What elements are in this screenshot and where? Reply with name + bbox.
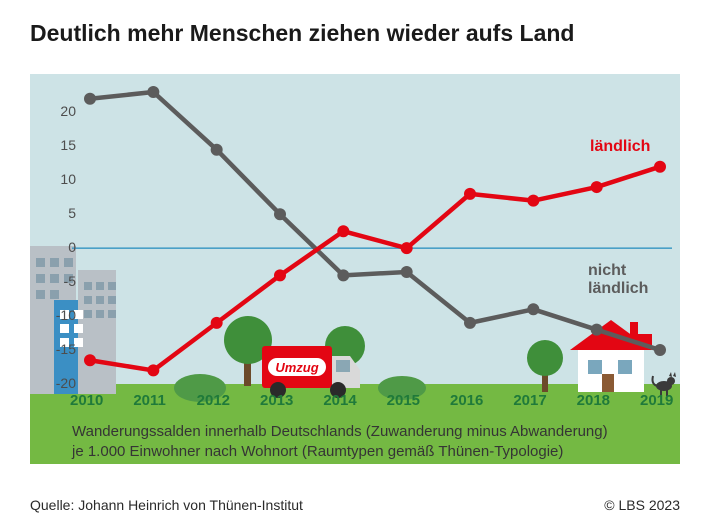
- label-part: ländlich: [588, 280, 648, 297]
- y-tick-label: -10: [36, 307, 76, 323]
- x-tick-label: 2019: [640, 392, 673, 409]
- y-tick-label: 5: [36, 205, 76, 221]
- chart: 20151050-5-10-15-20 20102011201220132014…: [30, 74, 680, 414]
- y-tick-label: 20: [36, 103, 76, 119]
- x-tick-label: 2017: [513, 392, 546, 409]
- x-tick-label: 2014: [323, 392, 356, 409]
- label-part: nicht: [588, 262, 626, 279]
- y-tick-label: -20: [36, 375, 76, 391]
- chart-svg: [30, 74, 680, 414]
- series-label-laendlich: ländlich: [590, 138, 650, 156]
- x-tick-label: 2018: [577, 392, 610, 409]
- series-nicht-laendlich: [84, 86, 666, 356]
- x-tick-label: 2012: [197, 392, 230, 409]
- series-laendlich: [84, 161, 666, 377]
- subtitle-line: Wanderungssalden innerhalb Deutschlands …: [72, 423, 608, 440]
- x-tick-label: 2011: [133, 392, 166, 409]
- copyright-text: © LBS 2023: [604, 497, 680, 513]
- subtitle-line: je 1.000 Einwohner nach Wohnort (Raumtyp…: [72, 443, 563, 460]
- y-tick-label: -15: [36, 341, 76, 357]
- y-tick-label: -5: [36, 273, 76, 289]
- x-tick-label: 2016: [450, 392, 483, 409]
- series-label-nicht-laendlich: nicht ländlich: [588, 262, 648, 298]
- source-text: Quelle: Johann Heinrich von Thünen-Insti…: [30, 497, 303, 513]
- x-tick-label: 2010: [70, 392, 103, 409]
- page-title: Deutlich mehr Menschen ziehen wieder auf…: [30, 20, 574, 47]
- y-tick-label: 10: [36, 171, 76, 187]
- x-tick-label: 2013: [260, 392, 293, 409]
- infographic-page: Deutlich mehr Menschen ziehen wieder auf…: [0, 0, 710, 529]
- y-tick-label: 0: [36, 239, 76, 255]
- y-tick-label: 15: [36, 137, 76, 153]
- chart-subtitle: Wanderungssalden innerhalb Deutschlands …: [72, 422, 657, 463]
- x-tick-label: 2015: [387, 392, 420, 409]
